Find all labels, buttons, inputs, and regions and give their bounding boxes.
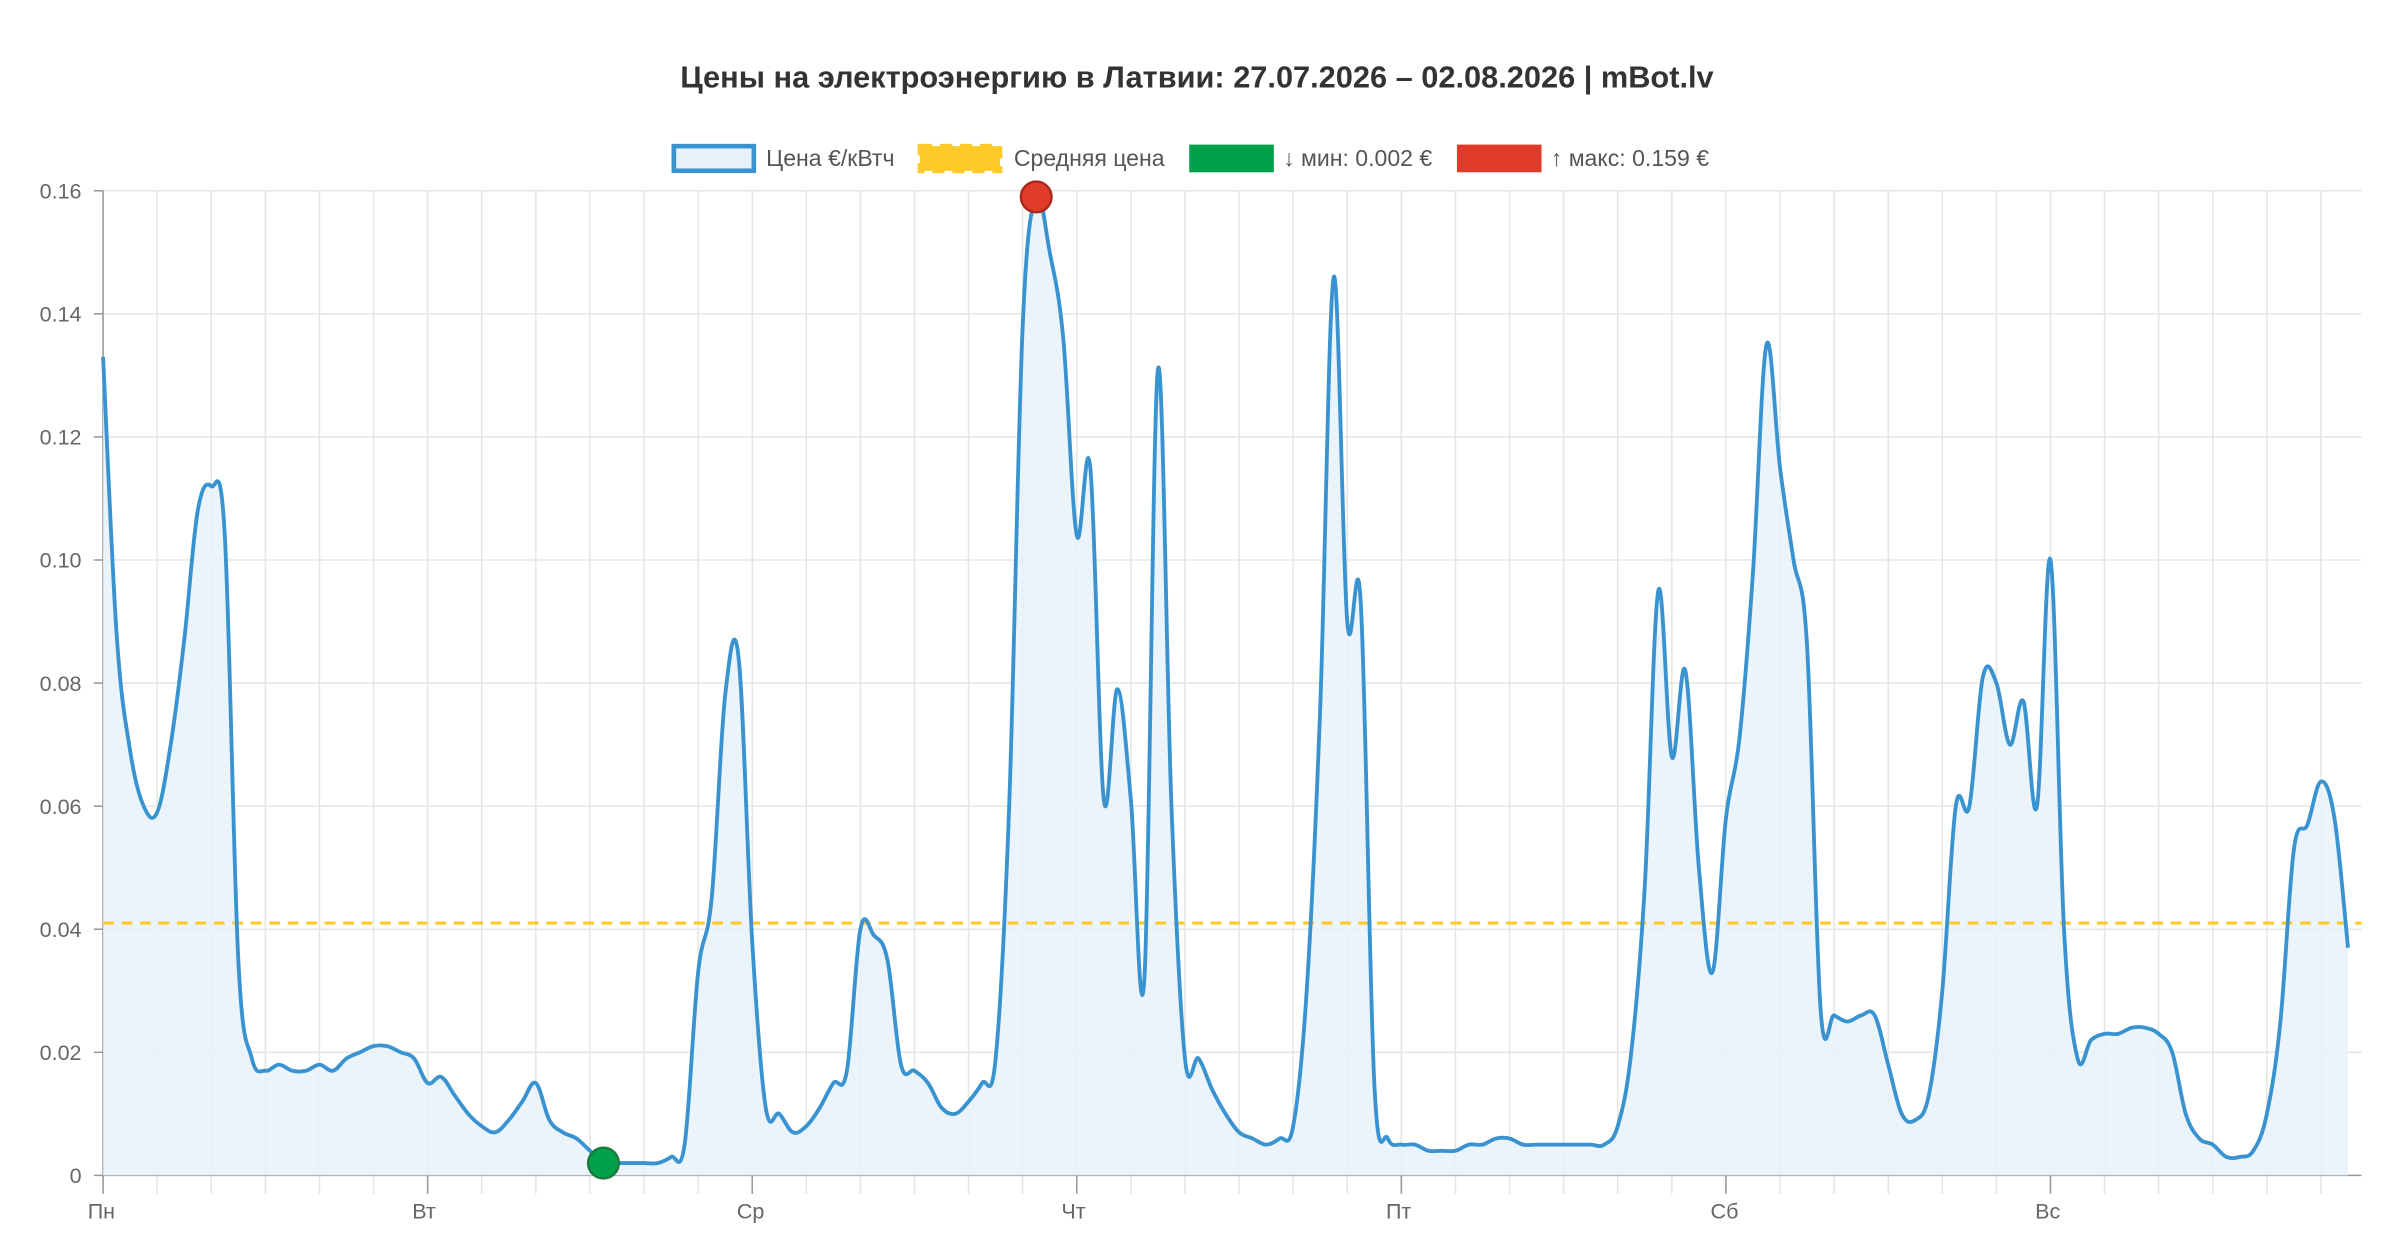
legend: Цена €/кВтч Средняя цена ↓ мин: 0.002 € … (671, 143, 1709, 174)
y-tick-label: 0.04 (40, 918, 82, 942)
y-tick-label: 0.08 (40, 672, 82, 696)
y-tick-label: 0.12 (40, 426, 82, 450)
legend-min-swatch[interactable] (1189, 144, 1274, 173)
y-tick-label: 0.16 (40, 179, 82, 203)
y-tick-label: 0.14 (40, 303, 82, 327)
y-tick-label: 0.06 (40, 795, 82, 819)
legend-price-swatch[interactable] (671, 143, 757, 174)
price-area (103, 194, 2349, 1176)
x-tick-label: Ср (737, 1199, 765, 1223)
y-tick-label: 0 (70, 1164, 82, 1188)
legend-avg-label[interactable]: Средняя цена (1014, 145, 1165, 171)
x-tick-label: Пт (1386, 1199, 1411, 1223)
chart-title: Цены на электроэнергию в Латвии: 27.07.2… (680, 60, 1713, 95)
x-tick-label: Вс (2035, 1199, 2060, 1223)
y-tick-label: 0.10 (40, 549, 82, 573)
x-tick-label: Сб (1711, 1199, 1739, 1223)
min-point-marker[interactable] (586, 1146, 620, 1180)
y-axis: 0 0.02 0.04 0.06 0.08 0.10 0.12 0.14 0.16 (40, 179, 104, 1188)
max-point-marker[interactable] (1019, 180, 1053, 214)
legend-min-label[interactable]: ↓ мин: 0.002 € (1283, 145, 1432, 171)
x-tick-label: Чт (1061, 1199, 1085, 1223)
x-axis: Пн Вт Ср Чт Пт Сб Вс (88, 1174, 2362, 1223)
price-line (101, 192, 2350, 1166)
y-tick-label: 0.02 (40, 1041, 82, 1065)
legend-max-label[interactable]: ↑ макс: 0.159 € (1551, 145, 1709, 171)
x-tick-label: Вт (412, 1199, 436, 1223)
legend-price-label[interactable]: Цена €/кВтч (766, 145, 894, 171)
legend-max-swatch[interactable] (1456, 144, 1542, 173)
legend-avg-swatch[interactable] (917, 143, 1003, 174)
x-tick-label: Пн (88, 1199, 115, 1223)
